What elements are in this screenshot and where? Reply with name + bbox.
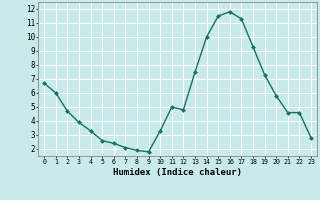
X-axis label: Humidex (Indice chaleur): Humidex (Indice chaleur) [113,168,242,177]
